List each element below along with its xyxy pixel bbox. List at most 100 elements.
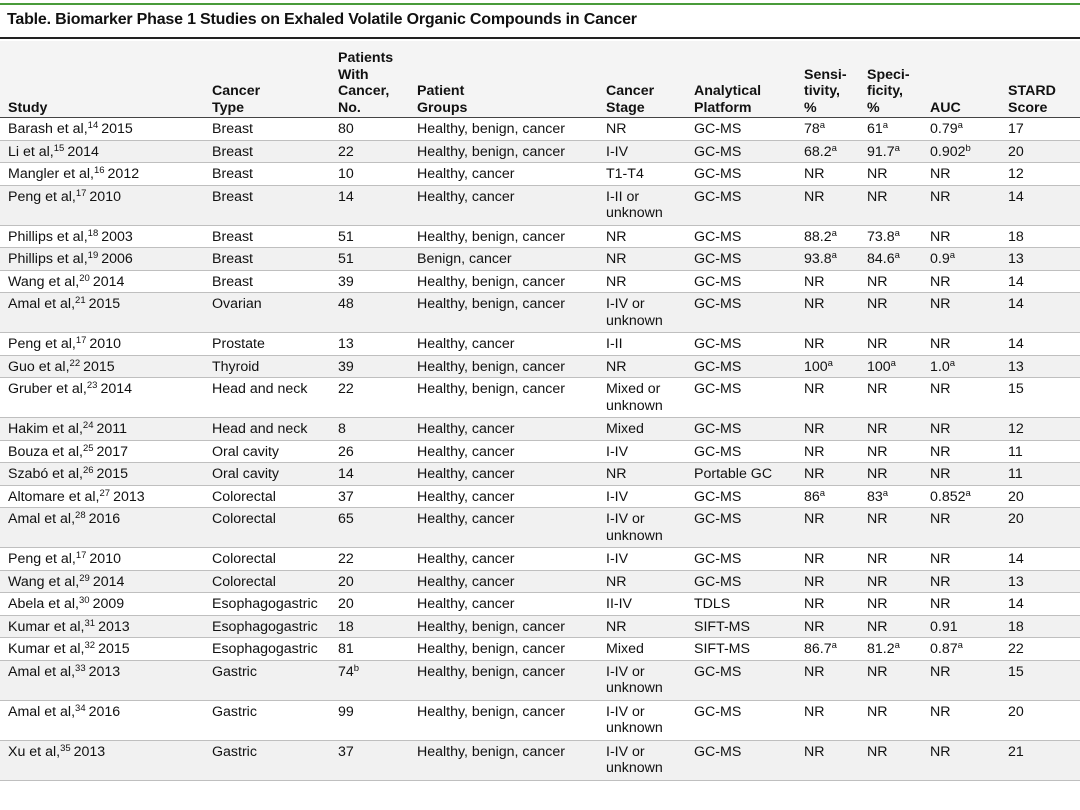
platform-cell: GC-MS <box>694 296 742 312</box>
patients-cell: 48 <box>330 293 409 333</box>
auc-cell-value: 0.902 <box>930 143 966 160</box>
patients-cell-value: 51 <box>338 228 354 245</box>
study-reference: 30 <box>79 595 90 606</box>
table-row: Wang et al,20 2014 Breast 39 Healthy, benign… <box>0 270 1080 293</box>
stard-cell: 14 <box>1008 596 1024 612</box>
specificity-cell-value: NR <box>867 703 888 720</box>
study-reference: 29 <box>79 572 90 584</box>
table-row: Phillips et al,19 2006 Breast 51 Benign, can… <box>0 247 1080 270</box>
study-year: 2014 <box>92 273 125 290</box>
specificity-cell-value: NR <box>867 381 888 397</box>
cancer-type-cell: Breast <box>212 188 254 205</box>
platform-cell: GC-MS <box>694 358 742 375</box>
study-author: Amal et al, <box>8 663 76 680</box>
cancer-type-cell: Breast <box>212 251 254 267</box>
specificity-cell-footnote: a <box>894 142 900 154</box>
study-reference: 15 <box>53 142 65 154</box>
platform-cell: GC-MS <box>694 143 742 160</box>
patients-cell: 39 <box>330 270 409 293</box>
study-cell: Barash et al,14 2015 <box>0 118 204 141</box>
patients-cell: 14 <box>330 185 409 225</box>
auc-cell-value: NR <box>930 336 951 352</box>
platform-cell: GC-MS <box>694 228 742 245</box>
auc-cell: 0.87a <box>922 638 1000 661</box>
sensitivity-cell-value: NR <box>804 421 825 437</box>
specificity-cell: NR <box>859 548 922 571</box>
auc-cell: NR <box>922 270 1000 293</box>
specificity-cell-value: NR <box>867 273 888 290</box>
auc-cell-value: NR <box>930 703 951 720</box>
patients-cell: 8 <box>330 418 409 441</box>
platform-cell: GC-MS <box>694 743 742 760</box>
platform-cell: Portable GC <box>694 466 773 482</box>
patients-cell-value: 18 <box>338 618 354 635</box>
study-year: 2013 <box>88 663 121 680</box>
study-year: 2011 <box>96 421 127 437</box>
study-cell: Li et al,15 2014 <box>0 140 204 163</box>
study-cell: Wang et al,29 2014 <box>0 570 204 593</box>
table-row: Amal et al,21 2015 Ovarian 48 Healthy, benig… <box>0 292 1080 333</box>
study-cell: Abela et al,30 2009 <box>0 593 204 616</box>
specificity-cell-value: NR <box>867 551 888 567</box>
study-reference: 23 <box>86 380 98 391</box>
patient-groups-cell: Healthy, cancer <box>417 551 515 567</box>
patients-cell-value: 8 <box>338 421 346 437</box>
cancer-stage-cell: I-IV or unknown <box>606 703 663 737</box>
study-author: Li et al, <box>8 143 54 160</box>
patients-cell-value: 22 <box>338 551 354 567</box>
cancer-stage-cell: I-II <box>606 336 623 352</box>
study-year: 2015 <box>98 641 130 657</box>
sensitivity-cell-footnote: a <box>831 640 837 651</box>
patients-cell-value: 65 <box>338 511 354 527</box>
specificity-cell-value: 61 <box>867 121 883 137</box>
study-reference: 18 <box>87 227 99 239</box>
study-author: Szabó et al, <box>8 466 83 482</box>
auc-cell: NR <box>922 163 1000 186</box>
study-cell: Amal et al,34 2016 <box>0 700 204 740</box>
patients-cell: 80 <box>330 118 409 141</box>
table-row: Guo et al,22 2015 Thyroid 39 Healthy, benign… <box>0 355 1080 378</box>
cancer-type-cell: Thyroid <box>212 358 260 375</box>
patient-groups-cell: Healthy, benign, cancer <box>417 663 566 680</box>
specificity-cell-value: NR <box>867 188 888 205</box>
auc-cell-value: NR <box>930 228 951 245</box>
study-cell: Phillips et al,18 2003 <box>0 225 204 248</box>
auc-cell: 0.902b <box>922 140 1000 163</box>
sensitivity-cell: NR <box>796 508 859 548</box>
study-reference: 34 <box>75 702 86 714</box>
specificity-cell-value: 83 <box>867 488 883 505</box>
auc-cell-footnote: a <box>957 640 963 651</box>
stard-cell: 18 <box>1008 228 1024 245</box>
sensitivity-cell-value: 86.7 <box>804 641 832 657</box>
patients-cell: 26 <box>330 440 409 463</box>
column-header-study: Study <box>0 41 204 118</box>
table-row: Szabó et al,26 2015 Oral cavity 14 Healthy, … <box>0 462 1080 485</box>
study-author: Peng et al, <box>8 336 76 352</box>
stard-cell: 17 <box>1008 121 1024 137</box>
patient-groups-cell: Benign, cancer <box>417 251 512 267</box>
stard-cell: 12 <box>1008 166 1024 182</box>
specificity-cell-footnote: a <box>890 357 896 369</box>
specificity-cell: 73.8a <box>859 225 922 248</box>
sensitivity-cell: NR <box>796 293 859 333</box>
sensitivity-cell: NR <box>796 660 859 700</box>
study-author: Abela et al, <box>8 596 79 612</box>
specificity-cell-value: NR <box>867 166 888 182</box>
study-year: 2003 <box>101 228 133 245</box>
cancer-stage-cell: II-IV <box>606 596 633 612</box>
study-reference: 17 <box>75 187 87 199</box>
study-reference: 31 <box>84 617 96 629</box>
table-title: Table. Biomarker Phase 1 Studies on Exha… <box>7 11 637 28</box>
study-year: 2016 <box>88 511 121 527</box>
patient-groups-cell: Healthy, benign, cancer <box>417 273 566 290</box>
stard-cell: 20 <box>1008 488 1024 505</box>
cancer-stage-cell: Mixed <box>606 421 644 437</box>
cancer-stage-cell: I-IV or unknown <box>606 663 663 697</box>
specificity-cell-value: NR <box>867 296 888 312</box>
stard-cell: 14 <box>1008 336 1024 352</box>
column-header-sensitivity: Sensi-tivity,% <box>796 41 859 118</box>
column-header-cancer-stage: Cancer Stage <box>598 41 686 118</box>
cancer-type-cell: Gastric <box>212 703 257 720</box>
study-cell: Bouza et al,25 2017 <box>0 440 204 463</box>
specificity-cell-value: NR <box>867 663 888 680</box>
